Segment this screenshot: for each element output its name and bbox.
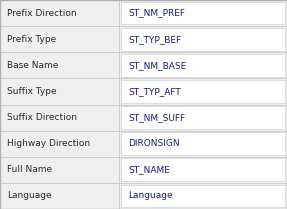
Bar bbox=[121, 185, 285, 207]
Bar bbox=[121, 106, 285, 129]
Bar bbox=[119, 157, 287, 183]
Bar bbox=[119, 131, 287, 157]
Bar bbox=[121, 2, 285, 24]
Text: ST_TYP_AFT: ST_TYP_AFT bbox=[129, 87, 181, 96]
Bar bbox=[121, 132, 285, 155]
Text: Prefix Direction: Prefix Direction bbox=[7, 9, 77, 18]
Text: DIRONSIGN: DIRONSIGN bbox=[129, 139, 180, 148]
Bar bbox=[119, 78, 287, 104]
Bar bbox=[0, 157, 119, 183]
Bar bbox=[121, 54, 285, 77]
Bar bbox=[0, 26, 119, 52]
Bar bbox=[119, 0, 287, 26]
Text: Highway Direction: Highway Direction bbox=[7, 139, 90, 148]
Bar bbox=[121, 80, 285, 103]
Bar bbox=[119, 26, 287, 52]
Bar bbox=[0, 104, 119, 131]
Text: ST_NM_PREF: ST_NM_PREF bbox=[129, 9, 186, 18]
Bar bbox=[0, 78, 119, 104]
Text: ST_NM_SUFF: ST_NM_SUFF bbox=[129, 113, 186, 122]
Bar bbox=[0, 183, 119, 209]
Bar bbox=[0, 52, 119, 78]
Text: ST_NM_BASE: ST_NM_BASE bbox=[129, 61, 187, 70]
Bar bbox=[0, 0, 119, 26]
Bar bbox=[119, 52, 287, 78]
Text: Suffix Direction: Suffix Direction bbox=[7, 113, 77, 122]
Text: Language: Language bbox=[129, 191, 173, 200]
Bar bbox=[119, 183, 287, 209]
Text: Base Name: Base Name bbox=[7, 61, 59, 70]
Bar bbox=[0, 131, 119, 157]
Text: Prefix Type: Prefix Type bbox=[7, 35, 57, 44]
Bar bbox=[121, 28, 285, 51]
Text: ST_TYP_BEF: ST_TYP_BEF bbox=[129, 35, 182, 44]
Bar bbox=[121, 158, 285, 181]
Text: Suffix Type: Suffix Type bbox=[7, 87, 57, 96]
Text: Language: Language bbox=[7, 191, 52, 200]
Text: ST_NAME: ST_NAME bbox=[129, 165, 170, 174]
Text: Full Name: Full Name bbox=[7, 165, 52, 174]
Bar bbox=[119, 104, 287, 131]
